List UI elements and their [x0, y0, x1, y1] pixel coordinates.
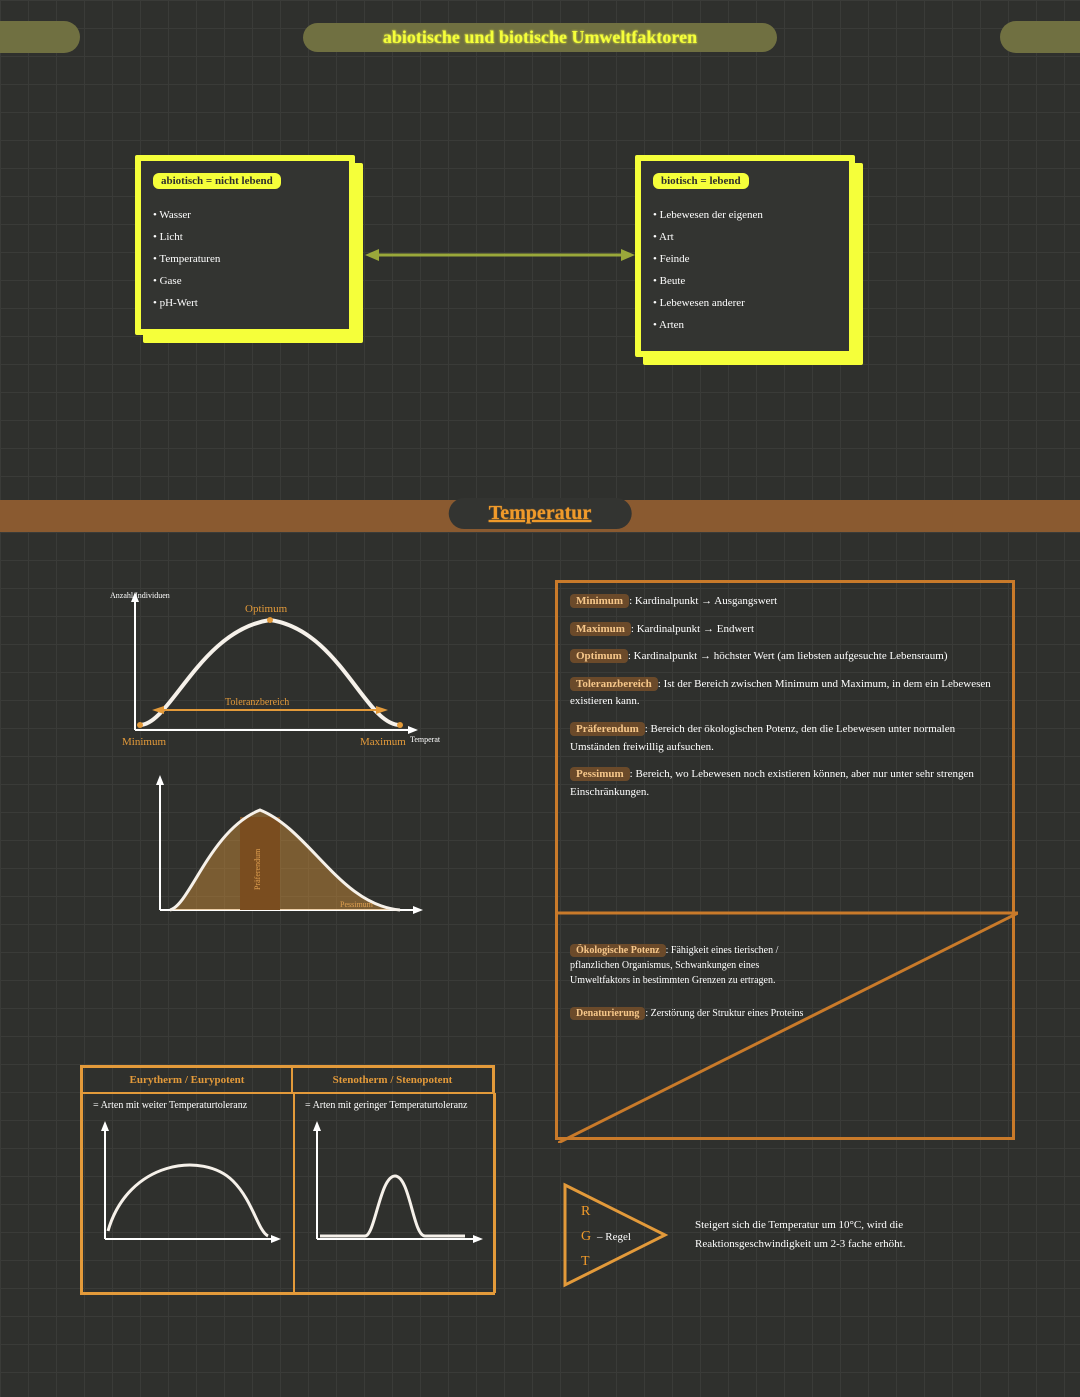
title-right-pill	[1000, 21, 1080, 53]
tolerance-chart: Toleranzbereich Anzahl Individuen Temper…	[110, 590, 440, 760]
definitions-divider	[558, 583, 1018, 1143]
eury-chart	[93, 1121, 283, 1251]
optimum-label: Optimum	[245, 603, 288, 615]
list-item: Lebewesen anderer	[653, 297, 837, 309]
rgt-g: G	[581, 1229, 591, 1244]
dena-row: Denaturierung: Zerstörung der Struktur e…	[558, 1006, 818, 1021]
tolerance-chart-svg: Toleranzbereich Anzahl Individuen Temper…	[110, 590, 440, 760]
section-pill: Temperatur	[449, 498, 632, 529]
list-item: pH-Wert	[153, 297, 337, 309]
minimum-label: Minimum	[122, 736, 166, 748]
eury-desc: = Arten mit weiter Temperaturtoleranz	[93, 1100, 283, 1111]
rgt-text: Steigert sich die Temperatur um 10°C, wi…	[695, 1216, 1015, 1253]
list-item: Lebewesen der eigenen	[653, 209, 837, 221]
toleranz-label: Toleranzbereich	[225, 697, 289, 708]
eury-curve	[108, 1165, 268, 1236]
card-title: biotisch = lebend	[653, 173, 749, 189]
rgt-triangle-icon: R G T – Regel	[555, 1175, 675, 1295]
list-item: Licht	[153, 231, 337, 243]
xlabel: Temperatur	[410, 735, 440, 744]
pessimum-label: Pessimum	[340, 900, 374, 909]
dena-text: Zerstörung der Struktur eines Proteins	[651, 1008, 804, 1019]
list-item: Feinde	[653, 253, 837, 265]
steno-desc: = Arten mit geringer Temperaturtoleranz	[305, 1100, 485, 1111]
title-left-pill	[0, 21, 80, 53]
steno-chart	[305, 1121, 485, 1251]
praferendum-label: Präferendum	[253, 848, 262, 890]
definitions-lower: Ökologische Potenz: Fähigkeit eines tier…	[558, 943, 818, 1021]
dena-key: Denaturierung	[570, 1007, 645, 1020]
card-front: biotisch = lebend Lebewesen der eigenen …	[635, 155, 855, 357]
head-eurytherm: Eurytherm / Eurypotent	[82, 1067, 292, 1093]
table-desc-row: = Arten mit weiter Temperaturtoleranz = …	[82, 1093, 493, 1293]
list-item: Art	[653, 231, 837, 243]
definitions-box: Minimum: Kardinalpunkt → Ausgangswert Ma…	[555, 580, 1015, 1140]
preferendum-chart-svg: Präferendum Pessimum	[140, 775, 430, 930]
ylabel: Anzahl Individuen	[110, 591, 170, 600]
rgt-dash: – Regel	[596, 1231, 631, 1243]
preferendum-chart: Präferendum Pessimum	[140, 775, 430, 930]
arrow-between-cards	[365, 245, 635, 265]
rgt-rule: R G T – Regel Steigert sich die Temperat…	[555, 1175, 1015, 1295]
card-front: abiotisch = nicht lebend Wasser Licht Te…	[135, 155, 355, 335]
steno-curve	[320, 1176, 465, 1236]
card-biotisch: biotisch = lebend Lebewesen der eigenen …	[635, 155, 855, 357]
card-list: Lebewesen der eigenen Art Feinde Beute L…	[653, 209, 837, 331]
list-item: Arten	[653, 319, 837, 331]
list-item: Gase	[153, 275, 337, 287]
card-abiotisch: abiotisch = nicht lebend Wasser Licht Te…	[135, 155, 355, 335]
cell-eury: = Arten mit weiter Temperaturtoleranz	[82, 1093, 294, 1293]
comparison-table: Eurytherm / Eurypotent Stenotherm / Sten…	[80, 1065, 495, 1295]
maximum-label: Maximum	[360, 736, 406, 748]
card-title: abiotisch = nicht lebend	[153, 173, 281, 189]
list-item: Beute	[653, 275, 837, 287]
rgt-t: T	[581, 1254, 590, 1269]
list-item: Wasser	[153, 209, 337, 221]
title-center-pill: abiotische und biotische Umweltfaktoren	[303, 23, 777, 52]
title-bar: abiotische und biotische Umweltfaktoren	[0, 20, 1080, 54]
list-item: Temperaturen	[153, 253, 337, 265]
table-head-row: Eurytherm / Eurypotent Stenotherm / Sten…	[82, 1067, 493, 1093]
rgt-r: R	[581, 1204, 591, 1219]
page-title: abiotische und biotische Umweltfaktoren	[383, 27, 697, 47]
section-bar-temperature: Temperatur	[0, 500, 1080, 532]
card-list: Wasser Licht Temperaturen Gase pH-Wert	[153, 209, 337, 309]
section-label: Temperatur	[489, 502, 592, 524]
potenz-key: Ökologische Potenz	[570, 944, 666, 957]
potenz-row: Ökologische Potenz: Fähigkeit eines tier…	[558, 943, 818, 988]
cell-steno: = Arten mit geringer Temperaturtoleranz	[294, 1093, 496, 1293]
head-stenotherm: Stenotherm / Stenopotent	[292, 1067, 493, 1093]
